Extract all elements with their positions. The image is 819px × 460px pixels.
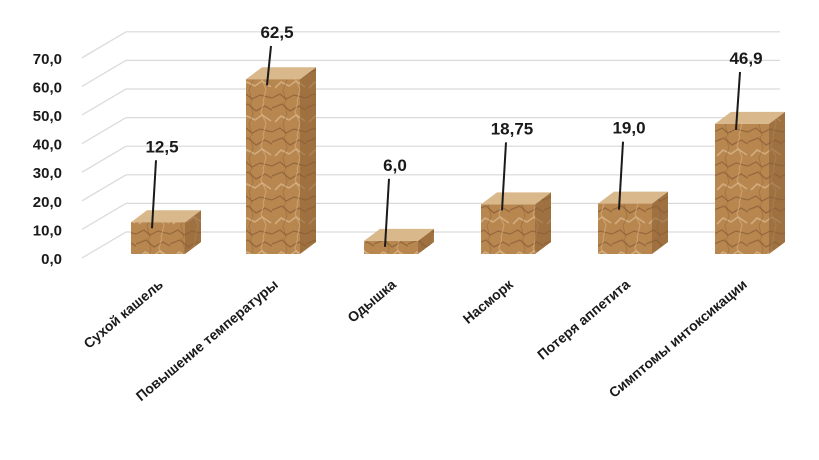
y-tick-label: 50,0	[33, 108, 62, 125]
data-label-leader	[735, 71, 741, 130]
bars	[131, 67, 785, 254]
y-tick-label: 70,0	[33, 51, 62, 68]
bar-side-texture	[300, 67, 316, 254]
data-label: 6,0	[383, 156, 407, 175]
bar	[131, 210, 201, 254]
bar	[715, 111, 785, 254]
category-label: Сухой кашель	[80, 276, 166, 352]
category-label: Одышка	[344, 276, 399, 326]
gridline	[81, 31, 780, 59]
bar-front-texture	[131, 222, 185, 254]
category-label: Симптомы интоксикации	[606, 276, 750, 401]
bar-front-texture	[246, 79, 300, 254]
category-label: Потеря аппетита	[534, 276, 633, 363]
bar-top-face	[481, 192, 551, 205]
bar-side-texture	[535, 192, 551, 254]
data-label-leader	[151, 160, 157, 229]
bar-top-face	[598, 191, 668, 204]
data-label: 12,5	[145, 137, 178, 156]
gridline	[81, 231, 780, 259]
gridline	[81, 59, 780, 87]
y-tick-label: 20,0	[33, 194, 62, 211]
bar-side-texture	[769, 111, 785, 254]
y-tick-label: 40,0	[33, 137, 62, 154]
gridline	[81, 145, 780, 173]
bar-top-face	[364, 228, 434, 241]
y-tick-label: 60,0	[33, 79, 62, 96]
bar-top-face	[246, 67, 316, 80]
bar-front-texture	[715, 123, 769, 254]
data-label: 19,0	[612, 119, 645, 138]
gridline	[81, 88, 780, 116]
bar-front-texture	[481, 204, 535, 254]
bar	[598, 191, 668, 254]
y-axis-tick-labels: 0,0 10,0 20,0 30,0 40,0 50,0 60,0 70,0	[33, 51, 62, 268]
bar-top-face	[131, 210, 201, 223]
bar-front-texture	[364, 240, 418, 254]
data-label: 62,5	[260, 23, 293, 42]
category-label: Насморк	[460, 275, 517, 326]
gridline	[81, 202, 780, 230]
data-label-leader	[266, 45, 272, 86]
bar-front-texture	[598, 203, 652, 254]
bar-top-face	[715, 111, 785, 124]
gridlines	[81, 31, 780, 259]
bar	[481, 192, 551, 254]
data-label: 18,75	[491, 119, 534, 138]
y-tick-label: 10,0	[33, 222, 62, 239]
data-label-leader	[501, 142, 507, 211]
bar-side-texture	[652, 191, 668, 254]
gridline	[81, 174, 780, 202]
data-label-leader	[384, 178, 390, 247]
y-tick-label: 30,0	[33, 165, 62, 182]
gridline	[81, 116, 780, 145]
data-label-leader	[618, 141, 624, 210]
data-label: 46,9	[729, 49, 762, 68]
bar	[364, 228, 434, 254]
y-tick-label: 0,0	[41, 251, 62, 268]
bar-side-texture	[418, 228, 434, 254]
bar-side-texture	[185, 210, 201, 254]
bar	[246, 67, 316, 254]
data-labels: 12,5 62,5 6,0 18,75 19,0 46,9	[145, 23, 763, 247]
